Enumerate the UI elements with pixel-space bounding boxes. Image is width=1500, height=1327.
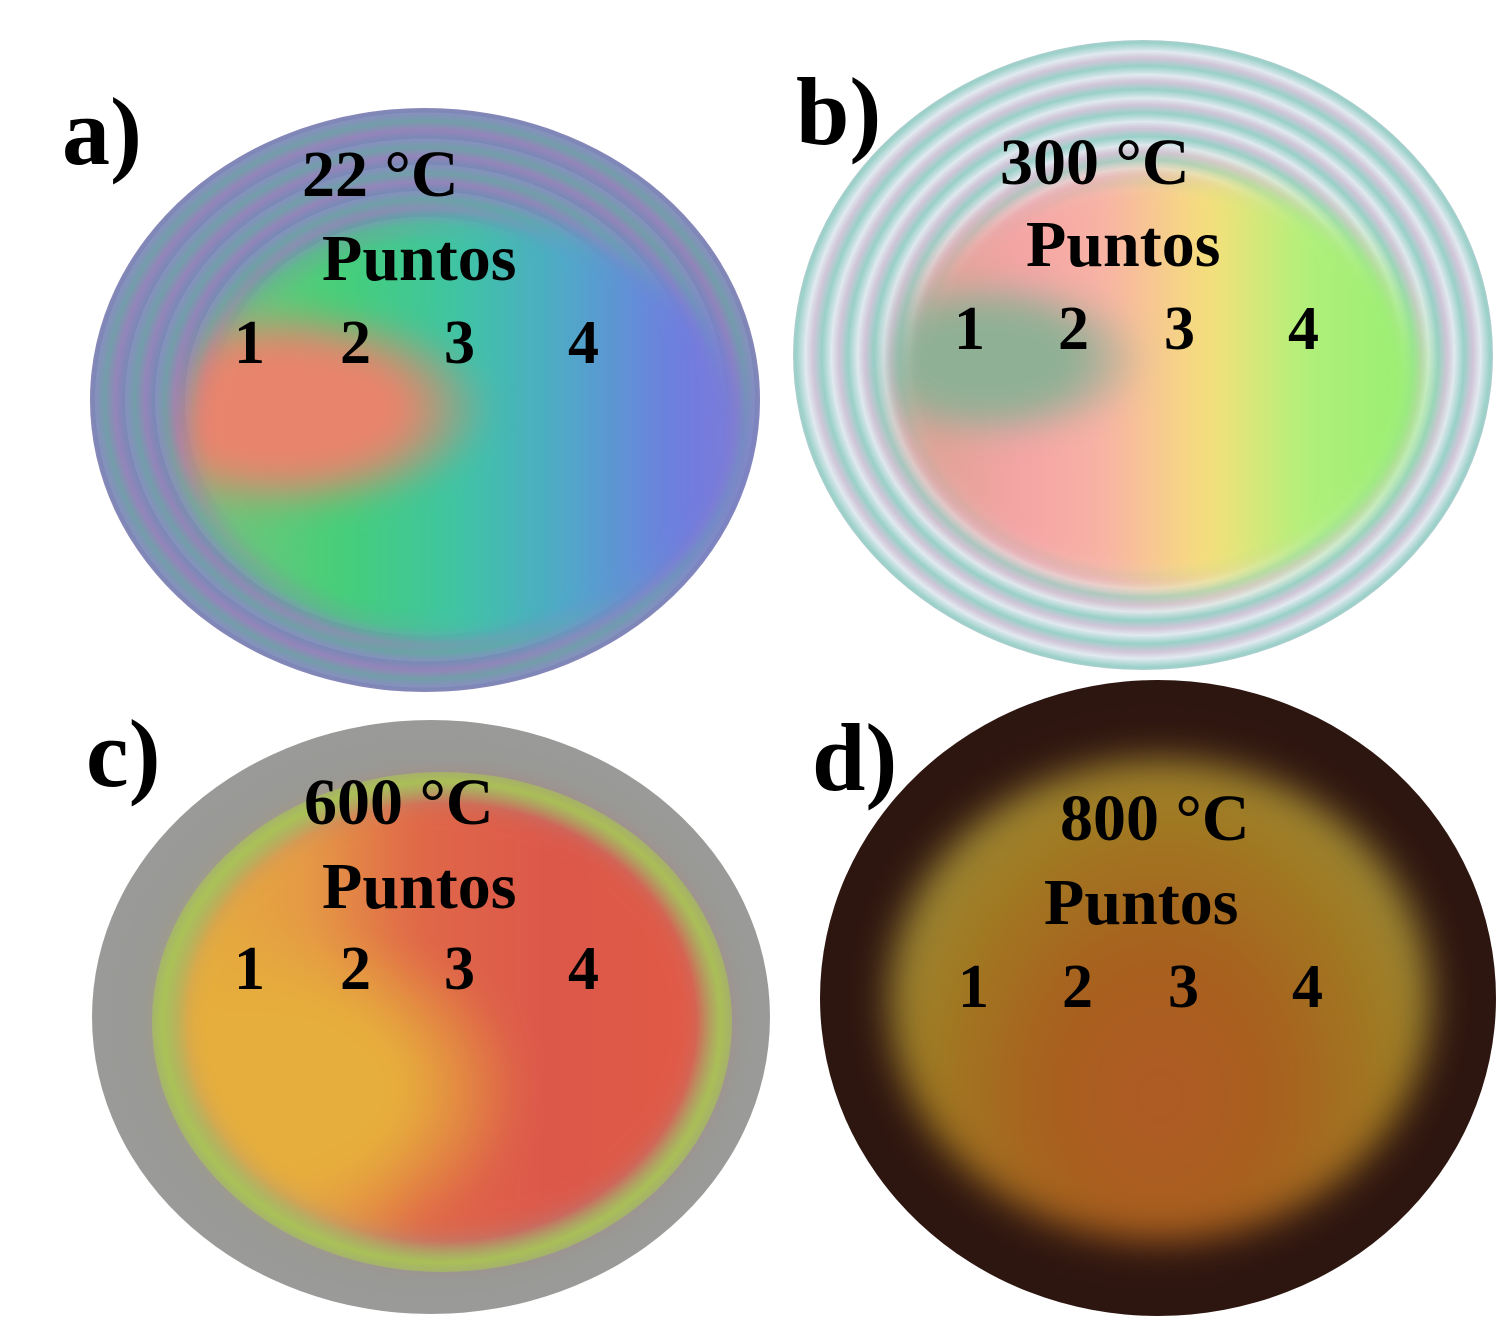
puntos-label: Puntos bbox=[322, 850, 517, 923]
sample-center-color bbox=[890, 760, 1430, 1240]
sample-disc-800c bbox=[820, 680, 1496, 1316]
point-2: 2 bbox=[340, 935, 371, 1003]
point-2: 2 bbox=[1058, 295, 1089, 363]
panel-letter: a) bbox=[62, 78, 142, 185]
point-3: 3 bbox=[1168, 953, 1199, 1021]
point-4: 4 bbox=[568, 309, 599, 377]
panel-letter: d) bbox=[812, 704, 898, 811]
point-4: 4 bbox=[568, 935, 599, 1003]
panel-letter: b) bbox=[796, 58, 882, 165]
sample-edge-halo bbox=[152, 772, 732, 1272]
point-2: 2 bbox=[340, 309, 371, 377]
point-3: 3 bbox=[1164, 295, 1195, 363]
point-1: 1 bbox=[958, 953, 989, 1021]
puntos-label: Puntos bbox=[322, 222, 517, 295]
sample-disc-600c bbox=[92, 720, 770, 1314]
sample-center-color bbox=[185, 218, 745, 643]
point-1: 1 bbox=[234, 309, 265, 377]
point-4: 4 bbox=[1288, 295, 1319, 363]
point-1: 1 bbox=[954, 295, 985, 363]
point-4: 4 bbox=[1292, 953, 1323, 1021]
sample-center-color bbox=[893, 170, 1423, 590]
temperature-label: 300 °C bbox=[1000, 126, 1190, 199]
temperature-label: 600 °C bbox=[304, 766, 494, 839]
puntos-label: Puntos bbox=[1044, 866, 1239, 939]
sample-disc-300c bbox=[793, 40, 1493, 670]
puntos-label: Puntos bbox=[1026, 208, 1221, 281]
sample-disc-22c bbox=[90, 108, 760, 692]
panel-letter: c) bbox=[86, 700, 161, 807]
point-3: 3 bbox=[444, 309, 475, 377]
temperature-label: 22 °C bbox=[302, 138, 459, 211]
point-3: 3 bbox=[444, 935, 475, 1003]
temperature-label: 800 °C bbox=[1060, 782, 1250, 855]
point-2: 2 bbox=[1062, 953, 1093, 1021]
point-1: 1 bbox=[234, 935, 265, 1003]
